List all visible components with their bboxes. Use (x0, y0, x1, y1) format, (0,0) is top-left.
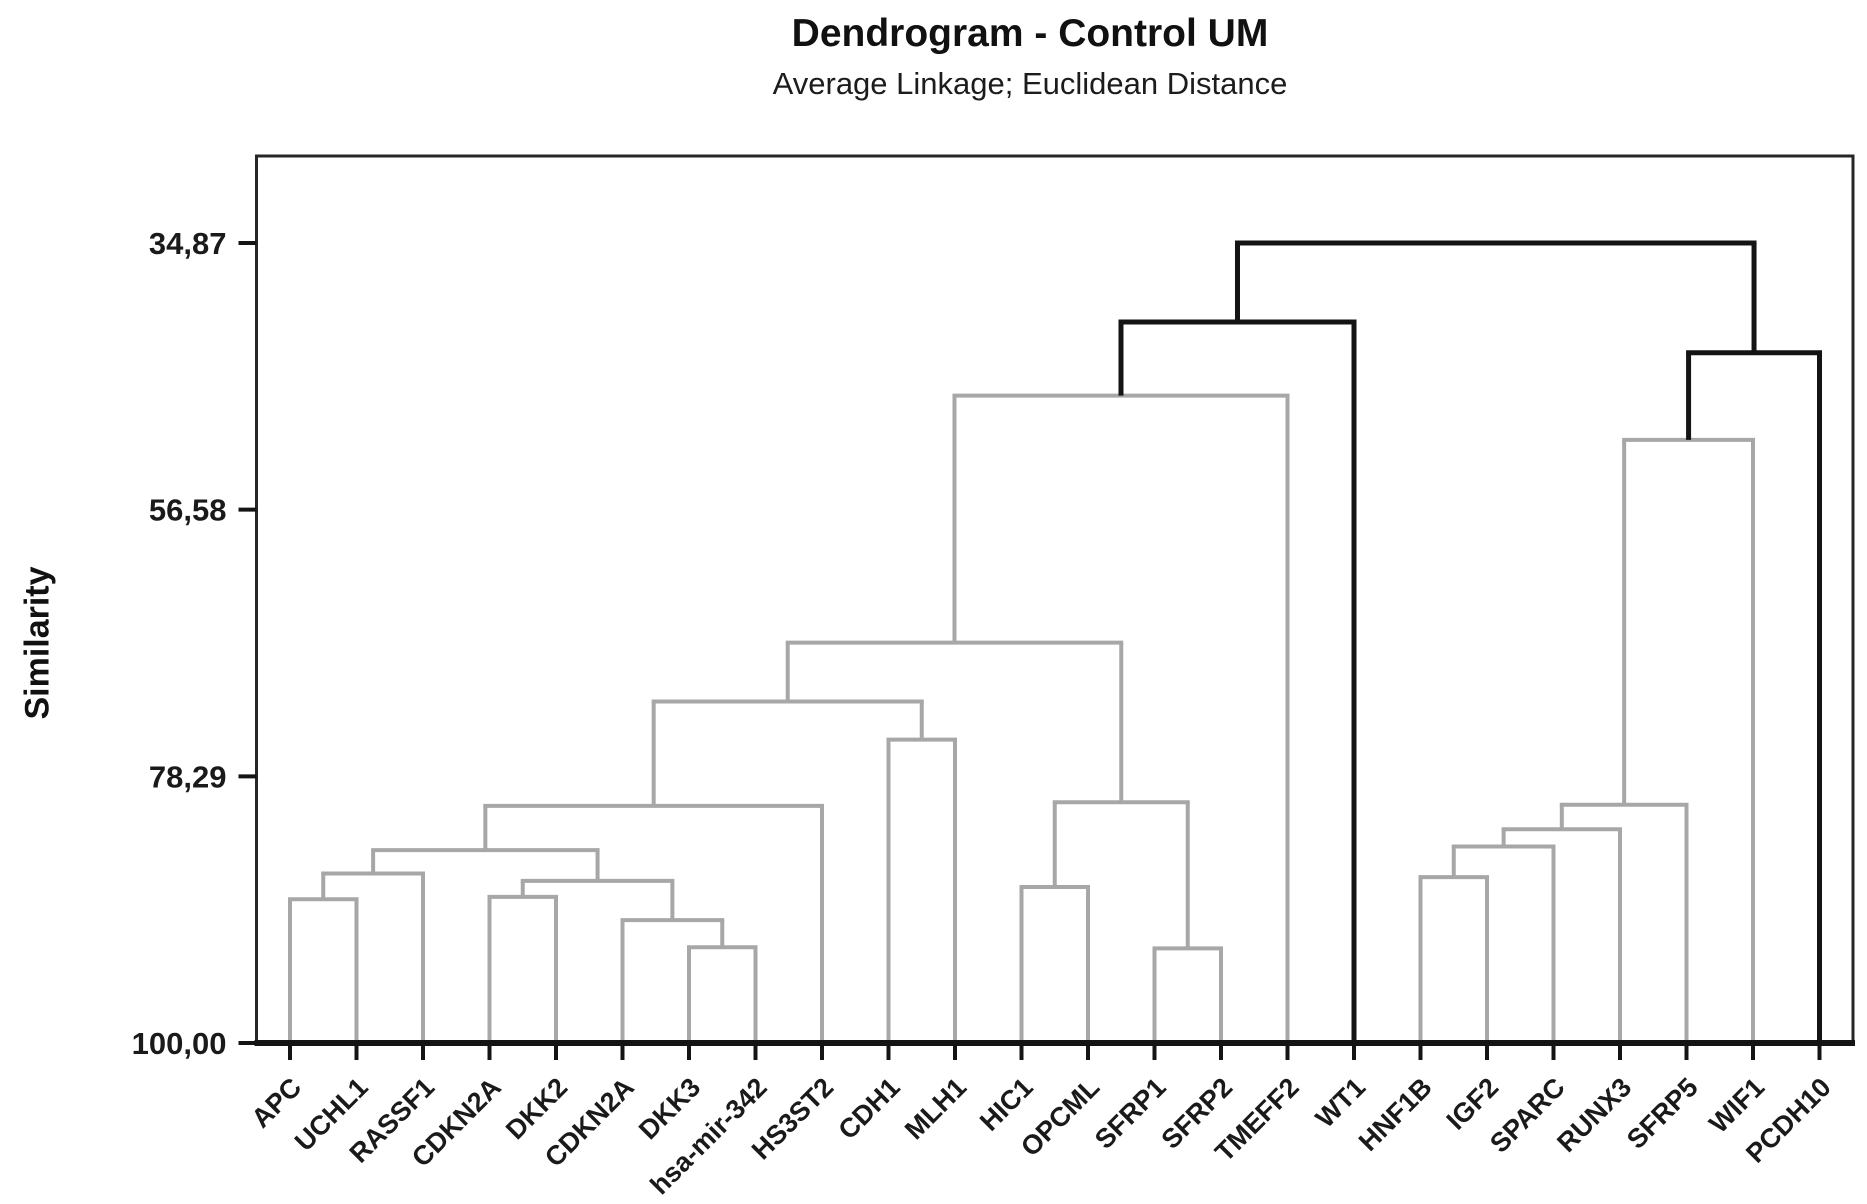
chart-title: Dendrogram - Control UM (791, 12, 1269, 55)
leaf-label: MLH1 (899, 1072, 972, 1145)
y-tick-label: 56,58 (149, 493, 227, 528)
leaf-label: HNF1B (1353, 1072, 1438, 1157)
leaf-label: APC (246, 1072, 308, 1134)
leaf-label: SFRP1 (1089, 1072, 1172, 1155)
y-tick-label: 34,87 (149, 226, 227, 261)
chart-subtitle: Average Linkage; Euclidean Distance (772, 66, 1288, 101)
leaf-label: SFRP5 (1621, 1072, 1704, 1155)
leaf-label: SPARC (1484, 1072, 1571, 1159)
y-tick-label: 78,29 (149, 759, 227, 794)
y-tick-label: 100,00 (132, 1026, 227, 1061)
leaf-label: WT1 (1310, 1072, 1372, 1134)
plot-border (255, 154, 1855, 1045)
leaf-label: RUNX3 (1551, 1072, 1637, 1158)
leaf-label: CDH1 (833, 1072, 906, 1145)
